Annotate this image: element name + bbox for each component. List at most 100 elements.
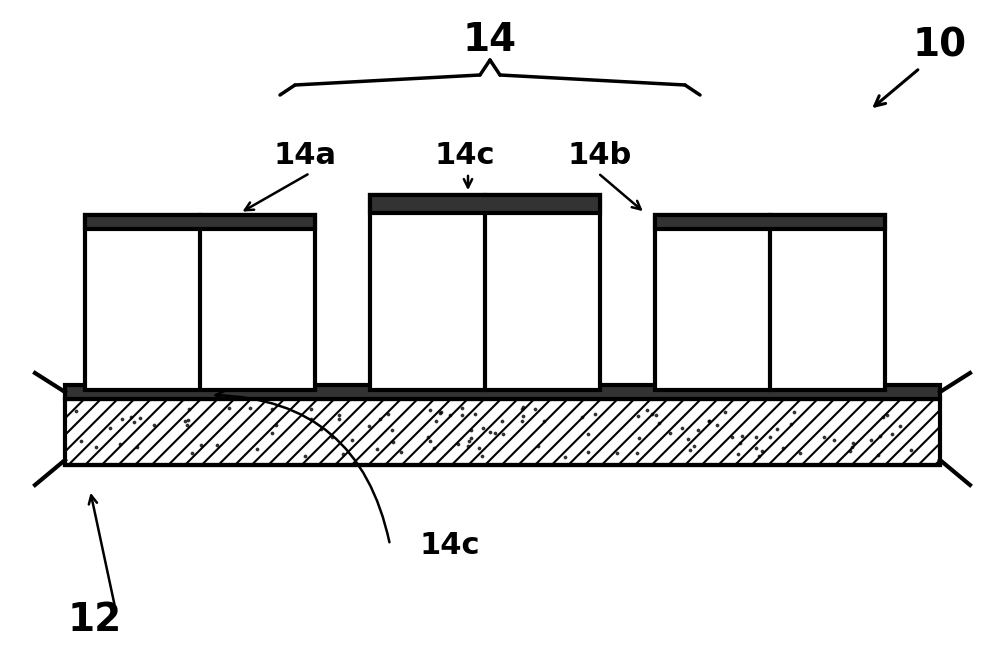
Point <box>193 440 209 450</box>
Point <box>648 410 664 421</box>
Text: 10: 10 <box>913 26 967 64</box>
Point <box>428 416 444 426</box>
Point <box>467 409 483 420</box>
Point <box>682 445 698 456</box>
Point <box>884 428 900 439</box>
Bar <box>370 195 600 390</box>
Point <box>432 408 448 418</box>
Point <box>863 435 879 446</box>
Point <box>209 440 225 450</box>
Point <box>475 423 491 434</box>
Point <box>380 408 396 419</box>
Point <box>454 402 470 413</box>
Point <box>460 440 476 451</box>
Point <box>724 431 740 442</box>
Point <box>879 410 895 420</box>
Point <box>762 432 778 442</box>
Point <box>875 412 891 422</box>
Point <box>842 446 858 456</box>
Point <box>651 418 667 428</box>
Point <box>515 402 531 413</box>
Point <box>527 403 543 414</box>
Point <box>701 416 717 426</box>
Text: 14b: 14b <box>568 141 632 169</box>
Point <box>179 420 195 431</box>
Point <box>442 410 458 421</box>
Point <box>775 443 791 454</box>
Point <box>242 403 258 414</box>
Point <box>463 433 479 444</box>
Point <box>748 443 764 454</box>
Point <box>221 403 237 414</box>
Point <box>536 416 552 426</box>
Point <box>180 414 196 425</box>
Point <box>783 418 799 429</box>
Point <box>361 421 377 432</box>
Point <box>264 428 280 438</box>
Point <box>331 410 347 420</box>
Point <box>450 439 466 450</box>
Point <box>461 436 477 446</box>
Point <box>297 450 313 461</box>
Point <box>769 424 785 434</box>
Point <box>690 425 706 436</box>
Point <box>872 431 888 442</box>
Point <box>422 405 438 416</box>
Bar <box>655 215 885 390</box>
Point <box>629 448 645 459</box>
Bar <box>85 215 315 390</box>
Point <box>495 428 511 439</box>
Text: 14a: 14a <box>274 141 337 169</box>
Point <box>463 424 479 435</box>
Point <box>384 424 400 435</box>
Bar <box>65 399 940 465</box>
Point <box>420 432 436 443</box>
Point <box>845 438 861 448</box>
Point <box>587 409 603 420</box>
Bar <box>370 195 600 213</box>
Point <box>786 407 802 418</box>
Point <box>264 404 280 414</box>
Point <box>184 448 200 458</box>
Bar <box>655 215 885 229</box>
Point <box>816 432 832 442</box>
Point <box>177 416 193 427</box>
Point <box>369 444 385 454</box>
Point <box>734 430 750 441</box>
Point <box>748 432 764 442</box>
Point <box>557 452 573 462</box>
Point <box>385 436 401 447</box>
Point <box>112 438 128 449</box>
Point <box>686 441 702 452</box>
Point <box>393 447 409 457</box>
Point <box>754 446 770 456</box>
Point <box>372 414 388 425</box>
Point <box>331 413 347 424</box>
Point <box>870 450 886 460</box>
Point <box>494 416 510 426</box>
Point <box>426 442 442 453</box>
Point <box>422 436 438 446</box>
Text: 12: 12 <box>68 601 122 639</box>
Point <box>454 410 470 421</box>
Text: 14c: 14c <box>420 531 480 560</box>
Point <box>514 403 530 414</box>
Point <box>474 451 490 461</box>
Point <box>580 446 596 457</box>
Point <box>129 442 145 452</box>
Bar <box>65 385 940 399</box>
Point <box>574 411 590 422</box>
Point <box>181 404 197 414</box>
Point <box>514 416 530 427</box>
Point <box>844 442 860 453</box>
Point <box>630 411 646 422</box>
Point <box>644 409 660 420</box>
Point <box>792 448 808 458</box>
Point <box>662 428 678 438</box>
Point <box>515 411 531 422</box>
Point <box>114 414 130 424</box>
Point <box>732 438 748 448</box>
Point <box>471 443 487 454</box>
Point <box>146 420 162 430</box>
Point <box>68 405 84 416</box>
